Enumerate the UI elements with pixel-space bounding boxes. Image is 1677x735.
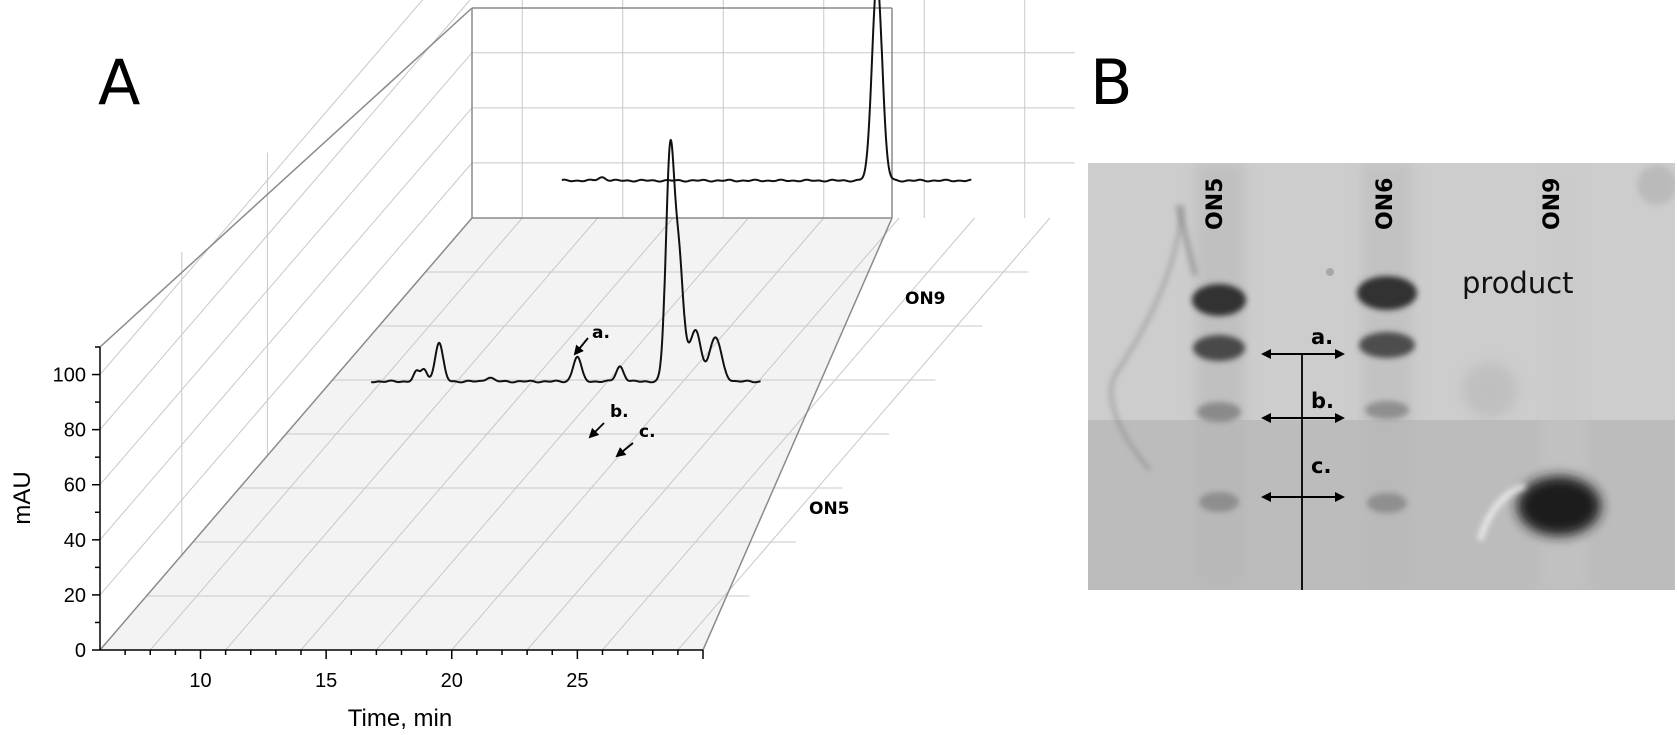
floor-grid-line: [602, 217, 975, 651]
chart-frame-edge: [702, 217, 893, 651]
floor-grid-line: [225, 217, 599, 651]
band-marker-b: b.: [1261, 389, 1345, 423]
y-tick-label: 80: [64, 420, 86, 442]
panel-a: A 0 20 40 60 80 100 10 15 20 25 mAU Time, min ON…: [9, 0, 1075, 732]
wall-grid-line: [99, 0, 471, 430]
floor-grid-line: [375, 217, 749, 651]
y-tick-label: 100: [53, 365, 86, 387]
chart-left-wall: [100, 8, 472, 650]
peak-annotation-c: c.: [615, 422, 656, 458]
x-axis-ticks: 10 15 20 25: [124, 650, 704, 692]
svg-text:c.: c.: [639, 422, 656, 442]
chart-back-wall: [472, 8, 892, 218]
trace-on9: [561, 0, 972, 183]
y-axis-ticks: 0 20 40 60 80 100: [53, 346, 100, 662]
peak-annotation-a: a.: [573, 323, 610, 356]
svg-text:b.: b.: [610, 402, 629, 422]
chart-frame-edge: [99, 7, 473, 348]
lane-label-on9: ON9: [1540, 178, 1565, 230]
lane-label-on5: ON5: [1203, 178, 1228, 230]
peak-annotation-b: b.: [588, 402, 629, 439]
floor-grid-line: [526, 217, 900, 651]
x-tick-label: 20: [441, 670, 463, 692]
chart-frame-edge: [99, 217, 473, 651]
y-tick-label: 60: [64, 475, 86, 497]
floor-grid-line: [149, 217, 523, 651]
product-label: product: [1462, 266, 1574, 300]
x-tick-label: 10: [189, 670, 211, 692]
band-marker-c: c.: [1261, 454, 1345, 502]
panel-b: B: [1088, 46, 1675, 590]
trace-label-on5: ON5: [809, 499, 850, 519]
trace-on5: [370, 138, 762, 384]
floor-grid-line: [300, 217, 674, 651]
trace-label-on9: ON9: [905, 289, 946, 309]
svg-text:c.: c.: [1311, 454, 1331, 478]
y-axis-title: mAU: [9, 471, 36, 524]
svg-text:b.: b.: [1311, 389, 1334, 413]
wall-grid-line: [99, 0, 424, 375]
floor-grid-line: [677, 217, 1051, 651]
x-tick-label: 25: [566, 670, 588, 692]
y-tick-label: 40: [64, 530, 86, 552]
x-tick-label: 15: [315, 670, 337, 692]
svg-text:a.: a.: [592, 323, 610, 343]
panel-a-letter: A: [98, 46, 140, 119]
panel-b-letter: B: [1090, 46, 1133, 119]
y-tick-label: 0: [75, 640, 86, 662]
svg-text:a.: a.: [1311, 325, 1333, 349]
gel-image: [1088, 163, 1675, 590]
x-axis-title: Time, min: [348, 705, 452, 732]
lane-label-on6: ON6: [1373, 178, 1398, 230]
chromatogram-traces: [370, 0, 972, 384]
y-tick-label: 20: [64, 585, 86, 607]
chart-grid: [99, 0, 1075, 651]
floor-grid-line: [451, 217, 825, 651]
band-marker-a: a.: [1261, 325, 1345, 359]
